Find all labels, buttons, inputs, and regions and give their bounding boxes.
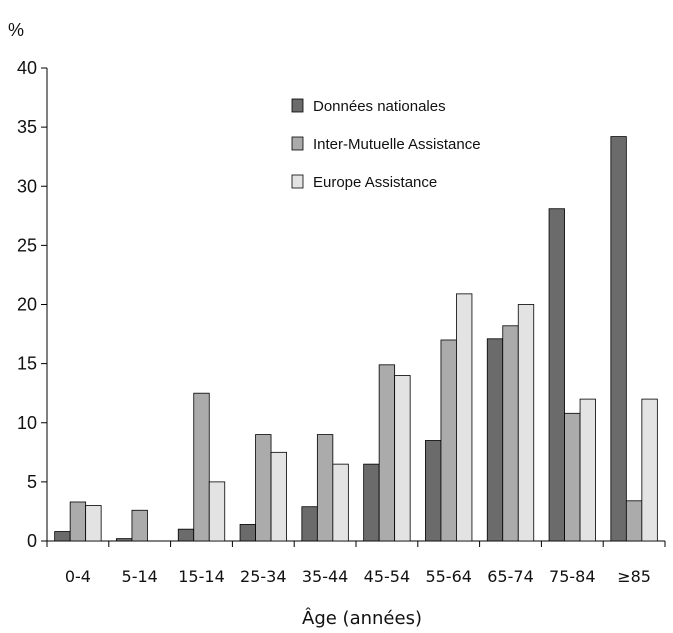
legend-label: Données nationales [313, 98, 446, 115]
x-tick-label: 45-54 [364, 567, 411, 586]
x-tick-label: 0-4 [65, 567, 91, 586]
bar [239, 524, 256, 542]
bar [456, 293, 473, 542]
bar [332, 463, 349, 542]
bar [579, 398, 596, 542]
y-tick-label: 15 [17, 354, 37, 374]
bar [301, 506, 318, 542]
bar [270, 451, 287, 542]
y-unit-label: % [8, 20, 24, 40]
bar [69, 501, 87, 542]
x-tick-label: 15-14 [178, 567, 225, 586]
x-tick-label: 25-34 [240, 567, 287, 586]
legend: Données nationales Inter-Mutuelle Assista… [291, 98, 481, 191]
bar [177, 528, 195, 542]
y-tick-label: 35 [17, 117, 37, 137]
bar [502, 325, 519, 542]
bar [255, 434, 272, 542]
bar [131, 509, 148, 542]
y-tick-label: 20 [17, 295, 37, 315]
y-tick-label: 40 [17, 58, 37, 78]
legend-label: Inter-Mutuelle Assistance [313, 136, 481, 153]
bar [54, 531, 71, 542]
x-tick-label: ≥85 [617, 567, 651, 586]
bar [378, 364, 396, 542]
y-tick-label: 30 [17, 176, 37, 196]
bar [641, 398, 658, 542]
legend-swatch [291, 174, 304, 189]
bar [610, 136, 627, 542]
bar [363, 463, 380, 542]
x-axis-title: Âge (années) [302, 607, 422, 629]
bar [517, 304, 535, 542]
bar [440, 339, 457, 542]
bar [85, 505, 102, 542]
y-tick-label: 5 [27, 472, 37, 492]
bar [316, 434, 334, 542]
bar [116, 538, 133, 542]
bar [394, 375, 411, 542]
bar [564, 412, 581, 542]
x-tick-label: 75-84 [549, 567, 596, 586]
y-tick-label: 0 [27, 531, 37, 551]
bar [425, 440, 442, 542]
bar [193, 392, 210, 542]
legend-label: Europe Assistance [313, 174, 437, 191]
bar [625, 500, 643, 542]
bar [208, 481, 226, 542]
y-tick-label: 25 [17, 235, 37, 255]
bar [548, 208, 565, 542]
plot-area: 0 5 10 15 20 25 30 35 40 0-4 5-14 15-14 25-34 35-44 45… [17, 58, 666, 586]
bar [486, 338, 504, 542]
x-tick-label: 65-74 [487, 567, 534, 586]
x-tick-label: 55-64 [425, 567, 472, 586]
legend-swatch [291, 98, 304, 113]
y-tick-label: 10 [17, 413, 37, 433]
x-tick-label: 5-14 [122, 567, 158, 586]
legend-swatch [291, 136, 304, 151]
x-tick-label: 35-44 [302, 567, 349, 586]
